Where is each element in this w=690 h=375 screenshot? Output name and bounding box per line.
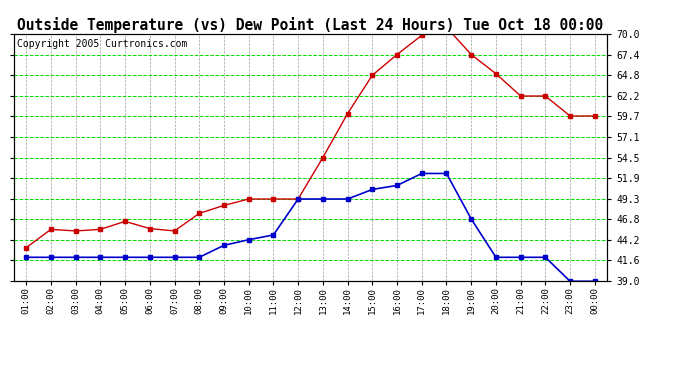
Title: Outside Temperature (vs) Dew Point (Last 24 Hours) Tue Oct 18 00:00: Outside Temperature (vs) Dew Point (Last… [17,16,604,33]
Text: Copyright 2005 Curtronics.com: Copyright 2005 Curtronics.com [17,39,187,49]
